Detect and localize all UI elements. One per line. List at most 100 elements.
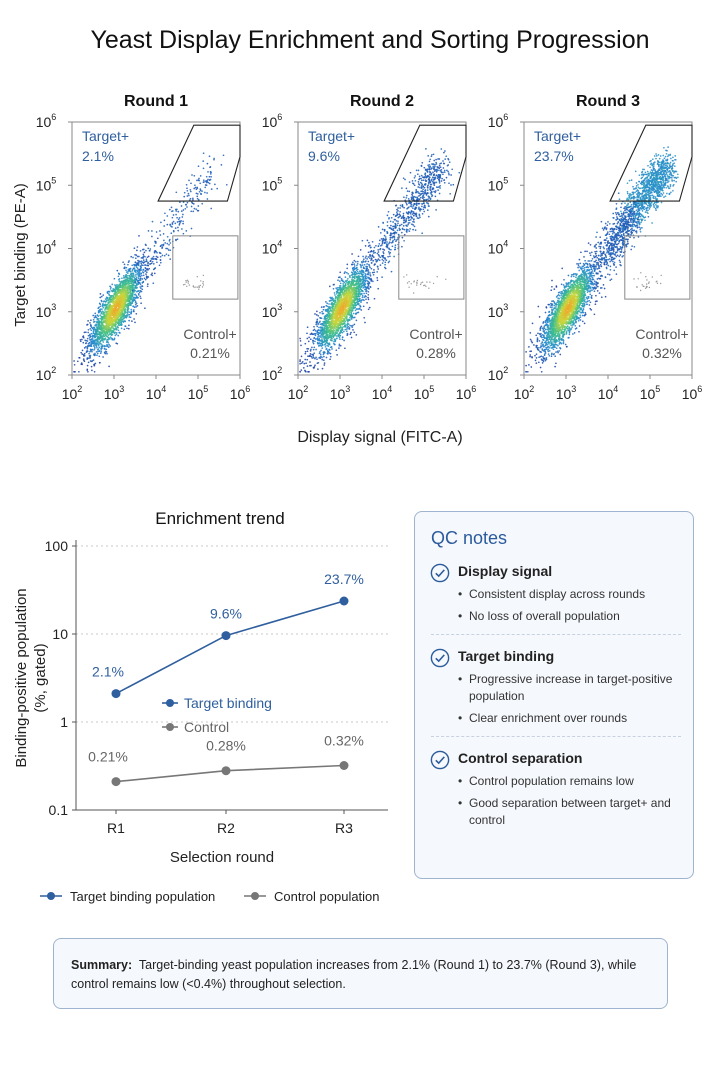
event-dot <box>86 364 89 367</box>
control-dot <box>197 286 199 288</box>
event-dot <box>143 261 145 264</box>
event-dot <box>222 154 225 157</box>
event-dot <box>311 346 313 349</box>
event-dot <box>186 195 189 197</box>
control-gate-value: 0.21% <box>190 345 230 361</box>
event-dot <box>357 282 360 285</box>
event-dot <box>108 365 110 368</box>
event-dot <box>351 287 354 290</box>
event-dot <box>91 369 93 372</box>
event-dot <box>121 277 123 280</box>
event-dot <box>104 352 107 355</box>
event-dot <box>78 370 80 373</box>
event-dot <box>367 287 370 290</box>
event-dot <box>140 287 142 290</box>
event-dot <box>339 322 342 324</box>
event-dot <box>365 298 367 301</box>
event-dot <box>99 331 102 333</box>
event-dot <box>317 314 320 317</box>
event-dot <box>210 188 213 190</box>
event-dot <box>346 304 349 306</box>
event-dot <box>127 305 130 307</box>
event-dot <box>128 260 130 262</box>
event-dot <box>109 311 112 313</box>
event-dot <box>163 219 166 222</box>
event-dot <box>76 360 79 363</box>
event-dot <box>97 307 100 310</box>
event-dot <box>132 280 134 282</box>
event-dot <box>130 308 133 311</box>
event-dot <box>334 343 336 346</box>
event-dot <box>101 345 104 347</box>
event-dot <box>177 218 180 221</box>
event-dot <box>138 291 141 294</box>
event-dot <box>311 357 314 359</box>
event-dot <box>325 318 328 320</box>
event-dot <box>352 276 355 279</box>
control-dot <box>198 286 201 288</box>
event-dot <box>121 320 123 323</box>
event-dot <box>90 325 92 327</box>
event-dot <box>83 359 85 362</box>
event-dot <box>161 246 164 248</box>
event-dot <box>139 295 142 298</box>
event-dot <box>357 272 360 275</box>
event-dot <box>338 332 341 335</box>
event-dot <box>332 300 335 302</box>
event-dot <box>341 329 344 332</box>
event-dot <box>356 287 359 290</box>
event-dot <box>142 271 145 274</box>
event-dot <box>88 345 91 347</box>
control-dot <box>187 280 189 283</box>
event-dot <box>139 250 142 252</box>
event-dot <box>350 296 352 298</box>
event-dot <box>377 258 380 260</box>
event-dot <box>368 263 370 266</box>
event-dot <box>100 299 103 302</box>
event-dot <box>134 300 137 303</box>
event-dot <box>112 312 115 315</box>
event-dot <box>358 297 361 300</box>
event-dot <box>120 290 122 293</box>
event-dot <box>353 316 356 319</box>
event-dot <box>310 348 312 351</box>
event-dot <box>349 314 351 316</box>
event-dot <box>93 342 95 345</box>
event-dot <box>111 313 114 316</box>
event-dot <box>350 317 353 320</box>
event-dot <box>321 347 324 349</box>
event-dot <box>361 278 364 281</box>
event-dot <box>105 318 108 321</box>
event-dot <box>142 253 145 256</box>
event-dot <box>121 302 124 305</box>
event-dot <box>125 283 128 286</box>
event-dot <box>348 297 351 300</box>
event-dot <box>348 328 351 330</box>
event-dot <box>133 276 136 279</box>
flow-panel-2: Round 2102102103103104104105105106106Tar… <box>262 93 477 402</box>
event-dot <box>332 287 335 290</box>
event-dot <box>176 216 178 219</box>
event-dot <box>168 243 170 246</box>
event-dot <box>185 183 188 186</box>
event-dot <box>142 274 145 277</box>
event-dot <box>334 297 337 300</box>
event-dot <box>364 272 367 275</box>
event-dot <box>131 320 133 322</box>
event-dot <box>180 219 182 222</box>
event-dot <box>135 266 138 269</box>
event-dot <box>339 319 342 321</box>
event-dot <box>307 370 310 373</box>
event-dot <box>134 321 136 324</box>
event-dot <box>337 317 340 320</box>
event-dot <box>93 334 96 337</box>
event-dot <box>367 290 370 293</box>
control-dot <box>199 284 202 287</box>
event-dot <box>322 351 325 354</box>
event-dot <box>341 299 344 301</box>
event-dot <box>128 274 130 277</box>
event-dot <box>354 309 357 312</box>
event-dot <box>207 171 209 173</box>
event-dot <box>167 254 170 257</box>
event-dot <box>134 275 137 277</box>
